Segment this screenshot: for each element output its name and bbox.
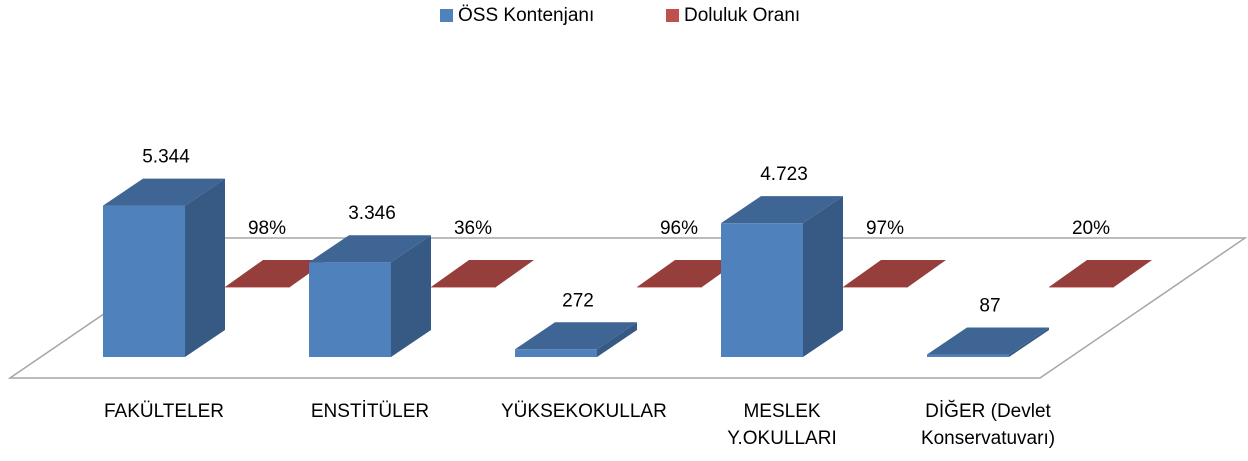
value-label: 36% [454, 218, 492, 239]
bar-top [431, 259, 534, 287]
value-label: 87 [979, 296, 1000, 317]
bar-top [309, 235, 431, 263]
bar [843, 286, 908, 288]
x-tick-label: YÜKSEKOKULLAR [501, 401, 667, 422]
bar [927, 354, 1009, 357]
bar [1049, 286, 1114, 288]
value-label: 3.346 [348, 203, 396, 224]
value-label: 4.723 [760, 164, 808, 185]
bar-top [927, 327, 1049, 355]
legend-label: Doluluk Oranı [684, 5, 800, 26]
bar [309, 262, 391, 357]
bar-side [803, 196, 843, 357]
x-tick-label: ENSTİTÜLER [310, 401, 430, 422]
bar-top [103, 178, 225, 206]
bar-side [908, 259, 946, 287]
value-label: 20% [1072, 218, 1110, 239]
bar-top [637, 259, 740, 287]
value-label: 98% [248, 218, 286, 239]
bar [103, 205, 185, 357]
value-label: 96% [660, 218, 698, 239]
bar [431, 286, 496, 288]
bar [637, 286, 702, 288]
x-tick-label: FAKÜLTELER [103, 401, 225, 422]
bar [515, 349, 597, 357]
bar-side [597, 322, 637, 357]
x-tick-label: DİĞER (Devlet Konservatuvarı) [920, 401, 1056, 449]
value-label: 272 [562, 290, 594, 311]
bar-side [185, 178, 225, 357]
bar-top [225, 259, 328, 287]
value-label: 5.344 [142, 147, 190, 168]
x-tick-label: MESLEK Y.OKULLARI [727, 401, 837, 449]
bar-side [1114, 259, 1152, 287]
bar-side [1009, 327, 1049, 357]
bar-side [496, 259, 534, 287]
legend-swatch [440, 9, 453, 22]
bar [225, 286, 290, 288]
bar-side [391, 235, 431, 357]
legend-label: ÖSS Kontenjanı [458, 5, 594, 26]
bar-top [1049, 259, 1152, 287]
bar-top [721, 196, 843, 224]
legend-swatch [666, 9, 679, 22]
bar-top [515, 322, 637, 350]
bar [721, 223, 803, 357]
value-label: 97% [866, 218, 904, 239]
bar-top [843, 259, 946, 287]
